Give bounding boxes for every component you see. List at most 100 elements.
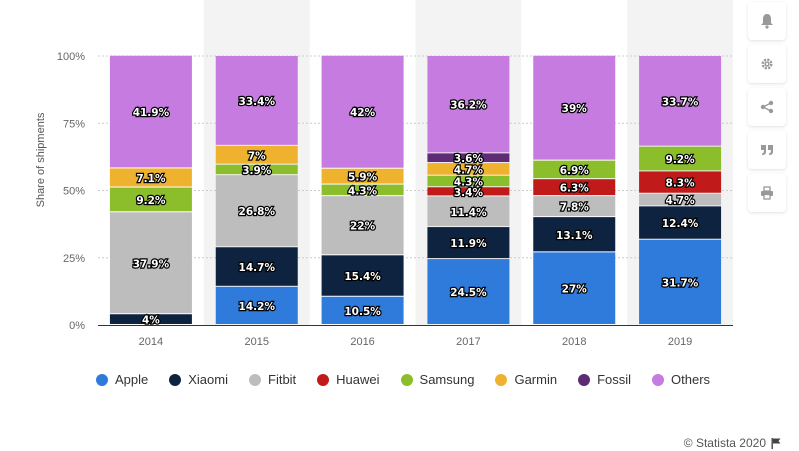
legend: Apple Xiaomi Fitbit Huawei Samsung Garmin Foss…: [96, 372, 731, 387]
bar-segment-samsung-2016[interactable]: [321, 184, 404, 196]
data-label-huawei-2019: 8.3%: [666, 178, 696, 190]
notification-button[interactable]: [748, 2, 786, 40]
bar-segment-fitbit-2018[interactable]: [533, 196, 616, 217]
bar-segment-xiaomi-2015[interactable]: [215, 247, 298, 286]
bar-segment-others-2014[interactable]: [109, 55, 192, 168]
bar-segment-apple-2017[interactable]: [427, 259, 510, 324]
bar-segment-others-2015[interactable]: [215, 56, 298, 145]
bar-segment-garmin-2017[interactable]: [427, 163, 510, 175]
bar-segment-samsung-2018[interactable]: [533, 160, 616, 179]
bar-segment-xiaomi-2016[interactable]: [321, 255, 404, 296]
bar-segment-fitbit-2016[interactable]: [321, 196, 404, 255]
legend-item-others[interactable]: Others: [652, 372, 710, 387]
bar-segment-others-2017[interactable]: [427, 56, 510, 153]
y-tick-label: 0%: [69, 320, 85, 332]
y-tick-label: 25%: [63, 253, 85, 265]
data-label-samsung-2016: 4.3%: [348, 185, 378, 197]
settings-button[interactable]: [748, 45, 786, 83]
y-tick-label: 75%: [63, 118, 85, 130]
data-label-garmin-2015: 7%: [248, 150, 266, 162]
data-label-others-2019: 33.7%: [662, 96, 699, 108]
legend-item-huawei[interactable]: Huawei: [317, 372, 380, 387]
bar-segment-fitbit-2014[interactable]: [109, 212, 192, 314]
bar-segment-samsung-2017[interactable]: [427, 175, 510, 187]
bar-segment-apple-2015[interactable]: [215, 286, 298, 324]
data-label-garmin-2014: 7.1%: [136, 173, 166, 185]
bar-segment-garmin-2015[interactable]: [215, 145, 298, 164]
legend-label: Samsung: [419, 372, 475, 387]
data-label-apple-2015: 14.2%: [239, 301, 276, 313]
legend-item-garmin[interactable]: Garmin: [495, 372, 557, 387]
legend-item-samsung[interactable]: Samsung: [400, 372, 475, 387]
bar-segment-samsung-2014[interactable]: [109, 187, 192, 212]
credit-text: © Statista 2020: [683, 436, 766, 450]
bar-segment-apple-2018[interactable]: [533, 252, 616, 324]
flag-icon[interactable]: [771, 437, 781, 449]
bar-segment-apple-2019[interactable]: [639, 239, 722, 324]
x-axis: 2014 2015 2016 2017 2018 2019: [98, 325, 733, 348]
bar-segment-xiaomi-2017[interactable]: [427, 227, 510, 259]
data-label-fitbit-2016: 22%: [350, 221, 376, 233]
data-label-others-2017: 36.2%: [450, 100, 487, 112]
legend-item-fitbit[interactable]: Fitbit: [249, 372, 296, 387]
data-label-samsung-2014: 9.2%: [136, 195, 166, 207]
bar-segment-huawei-2017[interactable]: [427, 187, 510, 196]
legend-swatch: [578, 373, 591, 386]
legend-item-xiaomi[interactable]: Xiaomi: [169, 372, 228, 387]
data-label-fitbit-2019: 4.7%: [666, 195, 696, 207]
share-button[interactable]: [748, 88, 786, 126]
data-label-others-2015: 33.4%: [239, 96, 276, 108]
data-label-xiaomi-2015: 14.7%: [239, 262, 276, 274]
legend-label: Garmin: [514, 372, 558, 387]
data-label-samsung-2018: 6.9%: [560, 165, 590, 177]
data-label-garmin-2016: 5.9%: [348, 172, 378, 184]
data-label-others-2018: 39%: [562, 103, 588, 115]
data-label-fitbit-2014: 37.9%: [133, 258, 170, 270]
bar-segment-fitbit-2015[interactable]: [215, 175, 298, 247]
data-label-fitbit-2018: 7.8%: [560, 202, 590, 214]
bar-segment-fitbit-2017[interactable]: [427, 196, 510, 227]
data-label-apple-2018: 27%: [562, 284, 588, 296]
bar-segment-others-2018[interactable]: [533, 55, 616, 160]
gear-icon: [761, 58, 773, 70]
legend-swatch: [96, 373, 108, 386]
data-label-others-2014: 41.9%: [133, 107, 170, 119]
bar-segment-apple-2016[interactable]: [321, 296, 404, 324]
bar-segment-garmin-2016[interactable]: [321, 168, 404, 184]
data-label-samsung-2015: 3.9%: [242, 165, 272, 177]
data-label-xiaomi-2019: 12.4%: [662, 218, 699, 230]
bar-segment-fossil-2017[interactable]: [427, 153, 510, 163]
bar-segment-xiaomi-2014[interactable]: [109, 314, 192, 324]
print-button[interactable]: [748, 174, 786, 212]
bar-segment-huawei-2018[interactable]: [533, 179, 616, 196]
bar-segment-others-2019[interactable]: [639, 56, 722, 146]
legend-item-apple[interactable]: Apple: [96, 372, 148, 387]
x-tick-label: 2018: [562, 336, 586, 348]
bar-segment-samsung-2015[interactable]: [215, 164, 298, 175]
bar-segment-xiaomi-2019[interactable]: [639, 206, 722, 239]
legend-label: Fitbit: [268, 372, 297, 387]
data-label-xiaomi-2014: 4%: [142, 315, 160, 327]
bar-segment-others-2016[interactable]: [321, 55, 404, 168]
legend-swatch: [400, 373, 413, 386]
bar-segment-fitbit-2019[interactable]: [639, 193, 722, 206]
data-label-xiaomi-2017: 11.9%: [450, 238, 487, 250]
legend-label: Fossil: [597, 372, 632, 387]
bar-segment-huawei-2019[interactable]: [639, 171, 722, 193]
legend-label: Xiaomi: [188, 372, 228, 387]
cite-button[interactable]: [748, 131, 786, 169]
legend-swatch: [495, 373, 508, 386]
x-tick-label: 2017: [456, 336, 480, 348]
legend-swatch: [317, 373, 330, 386]
x-tick-label: 2019: [668, 336, 692, 348]
data-label-huawei-2018: 6.3%: [560, 183, 590, 195]
bar-segment-xiaomi-2018[interactable]: [533, 217, 616, 252]
data-label-apple-2017: 24.5%: [450, 287, 487, 299]
bar-segment-garmin-2014[interactable]: [109, 168, 192, 187]
legend-item-fossil[interactable]: Fossil: [578, 372, 631, 387]
bar-segment-samsung-2019[interactable]: [639, 146, 722, 171]
legend-swatch: [169, 373, 182, 386]
data-label-apple-2019: 31.7%: [662, 277, 699, 289]
y-tick-label: 50%: [63, 186, 85, 198]
data-label-fossil-2017: 3.6%: [454, 153, 484, 165]
